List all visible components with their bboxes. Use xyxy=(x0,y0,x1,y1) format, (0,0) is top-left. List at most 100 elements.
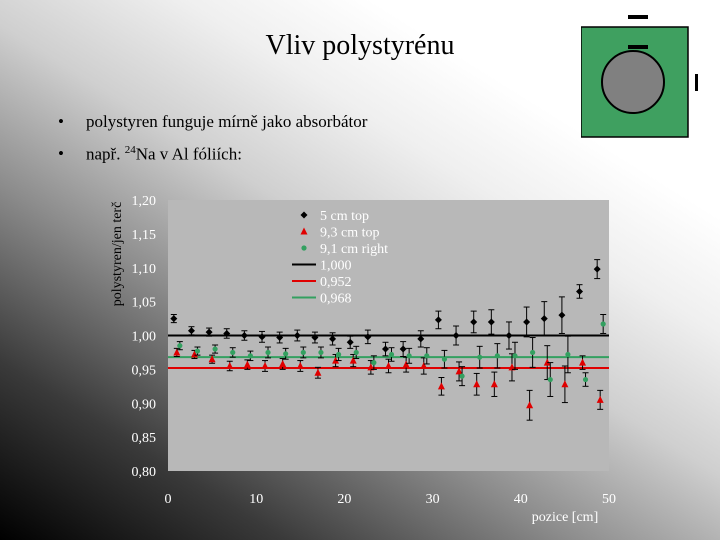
bullet-marker: • xyxy=(58,112,64,131)
y-tick-label: 1,20 xyxy=(132,194,157,209)
data-point xyxy=(547,376,553,383)
data-point xyxy=(437,382,445,390)
data-point xyxy=(399,345,407,353)
legend-marker xyxy=(301,245,307,251)
detector-schematic-icon xyxy=(581,15,698,138)
data-point xyxy=(367,363,375,371)
data-point xyxy=(420,361,428,369)
data-point xyxy=(579,358,587,366)
data-point xyxy=(388,351,395,358)
data-point xyxy=(487,318,495,326)
data-point xyxy=(265,349,271,356)
data-point xyxy=(329,335,337,343)
data-point xyxy=(385,361,392,369)
data-point xyxy=(314,368,322,376)
data-point xyxy=(490,380,498,388)
y-tick-label: 0,90 xyxy=(132,397,157,412)
data-point xyxy=(382,345,389,353)
data-point xyxy=(600,321,606,327)
data-point xyxy=(505,332,513,339)
bullet-item: • polystyren funguje mírně jako absorbát… xyxy=(58,112,367,144)
data-point xyxy=(346,338,354,346)
data-point xyxy=(558,311,566,319)
legend-label: 9,3 cm top xyxy=(320,226,380,241)
bullet-list: • polystyren funguje mírně jako absorbát… xyxy=(58,112,367,176)
data-point xyxy=(261,361,269,369)
y-tick-label: 0,95 xyxy=(132,363,157,378)
data-point xyxy=(353,349,359,356)
data-point xyxy=(293,332,301,339)
data-point xyxy=(593,265,601,273)
x-tick-label: 0 xyxy=(165,492,172,507)
legend-label: 5 cm top xyxy=(320,209,369,224)
data-point xyxy=(230,349,236,356)
data-point xyxy=(258,333,266,341)
x-tick-label: 50 xyxy=(602,492,616,507)
data-point xyxy=(565,351,571,358)
bullet-text: polystyren funguje mírně jako absorbátor xyxy=(86,112,368,131)
legend-label: 0,968 xyxy=(320,292,352,307)
slide-title: Vliv polystyrénu xyxy=(265,30,455,61)
bullet-item: • např. 24Na v Al fóliích: xyxy=(58,144,367,176)
x-tick-label: 30 xyxy=(426,492,440,507)
y-tick-label: 1,05 xyxy=(132,296,157,311)
data-point xyxy=(173,348,181,356)
y-tick-label: 1,00 xyxy=(132,330,157,345)
data-point xyxy=(283,351,289,357)
y-axis-label: polystyren/jen terč xyxy=(110,202,125,307)
data-point xyxy=(596,395,604,403)
data-point xyxy=(455,367,463,375)
data-point xyxy=(243,360,251,368)
y-tick-label: 0,80 xyxy=(132,465,157,480)
data-point xyxy=(441,356,448,362)
data-point xyxy=(177,343,183,349)
data-point xyxy=(311,334,319,342)
bullet-marker: • xyxy=(58,144,64,163)
data-point xyxy=(205,328,213,336)
data-point xyxy=(402,360,410,368)
data-point xyxy=(576,287,584,295)
data-point xyxy=(190,350,198,358)
data-point xyxy=(212,346,218,352)
data-point xyxy=(530,349,536,356)
data-point xyxy=(276,334,284,342)
data-point xyxy=(508,363,516,371)
data-point xyxy=(459,373,465,379)
data-point xyxy=(434,316,442,324)
data-point xyxy=(318,349,324,356)
data-point xyxy=(406,353,412,359)
legend-label: 0,952 xyxy=(320,275,352,290)
data-point xyxy=(223,329,231,337)
data-point xyxy=(477,354,483,360)
legend-label: 9,1 cm right xyxy=(320,242,388,257)
data-point xyxy=(512,353,518,359)
data-point xyxy=(240,332,248,339)
data-point xyxy=(364,333,372,341)
legend-marker xyxy=(300,211,308,219)
isotope-mass-number: 24 xyxy=(124,144,136,156)
data-point xyxy=(170,315,178,323)
data-point xyxy=(194,348,201,354)
x-axis-label: pozice [cm] xyxy=(532,510,598,525)
data-point xyxy=(226,361,234,369)
x-tick-label: 20 xyxy=(337,492,351,507)
data-point xyxy=(523,318,531,326)
data-point xyxy=(470,318,478,326)
bullet-text: např. 24Na v Al fóliích: xyxy=(86,144,242,165)
data-point xyxy=(424,353,430,359)
data-point xyxy=(494,353,500,359)
data-point xyxy=(526,401,534,409)
legend-marker xyxy=(300,227,308,235)
data-point xyxy=(540,315,548,323)
data-point xyxy=(300,349,306,356)
data-point xyxy=(417,335,425,343)
legend-label: 1,000 xyxy=(320,259,352,274)
data-point xyxy=(349,356,357,364)
data-point xyxy=(561,380,569,388)
data-point xyxy=(452,332,460,339)
y-tick-label: 0,85 xyxy=(132,431,157,446)
data-point xyxy=(371,360,377,366)
data-point xyxy=(187,327,195,335)
